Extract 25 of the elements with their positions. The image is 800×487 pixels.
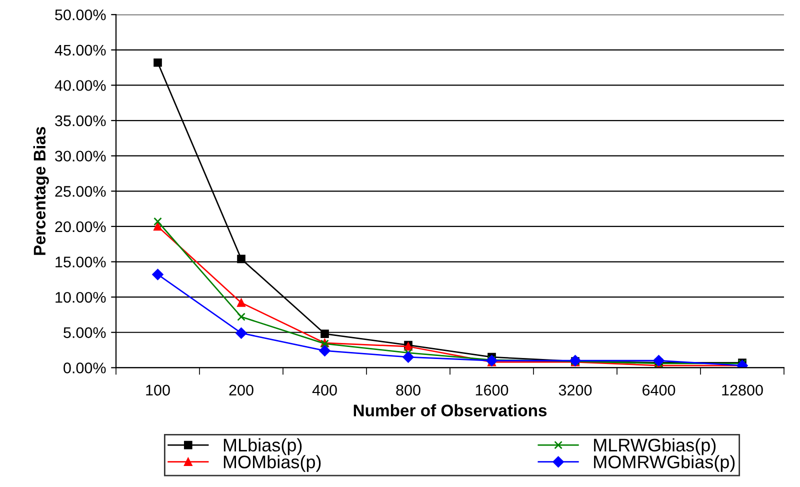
y-tick-label: 50.00% xyxy=(55,9,106,20)
y-tick-label: 25.00% xyxy=(55,186,106,197)
x-tick-label: 6400 xyxy=(642,384,676,396)
y-tick-label: 35.00% xyxy=(55,115,106,126)
y-tick-label: 5.00% xyxy=(64,327,106,338)
x-tick-label: 800 xyxy=(396,384,420,396)
y-tick-label: 30.00% xyxy=(55,150,106,162)
x-tick-label: 400 xyxy=(312,384,337,396)
y-tick-label: 40.00% xyxy=(54,80,106,91)
x-tick-label: 12800 xyxy=(722,384,763,396)
y-tick-label: 10.00% xyxy=(56,292,106,303)
legend-label: MOMbias(p) xyxy=(224,455,321,472)
y-tick-label: 20.00% xyxy=(55,221,106,232)
x-tick-label: 1600 xyxy=(476,384,508,396)
x-axis-title: Number of Observations xyxy=(354,404,547,416)
y-tick-label: 0.00% xyxy=(64,362,106,374)
legend-label: MOMRWGbias(p) xyxy=(594,455,735,472)
x-tick-label: 100 xyxy=(146,384,170,396)
x-tick-label: 3200 xyxy=(558,384,592,396)
y-tick-label: 15.00% xyxy=(56,256,106,268)
x-tick-label: 200 xyxy=(229,384,254,396)
legend-label: MLRWGbias(p) xyxy=(594,438,716,456)
legend-label: MLbias(p) xyxy=(224,438,302,456)
y-axis-title: Percentage Bias xyxy=(33,126,49,255)
y-tick-label: 45.00% xyxy=(54,44,106,56)
